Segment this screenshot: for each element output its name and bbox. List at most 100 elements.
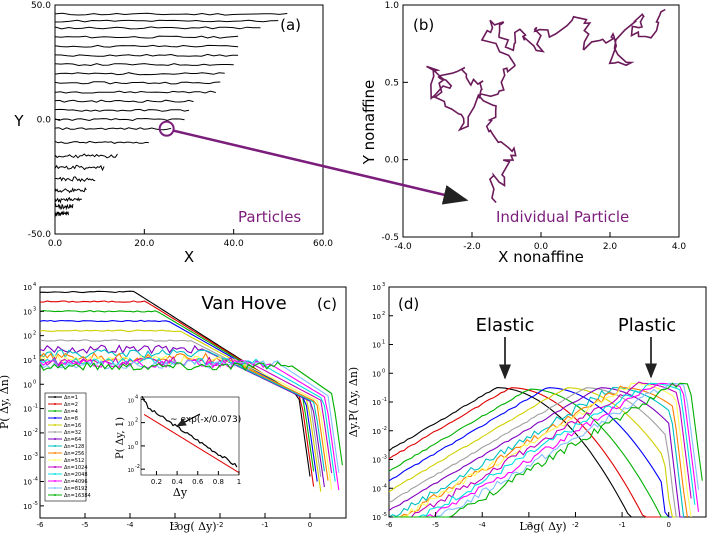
y-tick-label: 10 (372, 370, 381, 378)
x-tick-label: -5 (432, 521, 439, 529)
y-tick-label: 10 (372, 428, 381, 436)
scaled-series-0 (388, 387, 669, 518)
inset-y-tick-exponent: 4 (135, 394, 138, 400)
x-tick-label: -1 (619, 521, 626, 529)
scaled-series-13 (389, 382, 700, 518)
van-hove-series-7 (39, 348, 325, 472)
y-tick-label: 10 (23, 454, 32, 462)
y-tick-exponent: -3 (33, 452, 38, 458)
y-tick-exponent: 3 (382, 282, 385, 288)
legend-marker (54, 452, 56, 454)
y-tick-label: 10 (372, 399, 381, 407)
inset-y-tick-label: 10 (128, 398, 134, 404)
panel-c-ylabel: P( Δy, Δn) (0, 375, 11, 429)
panel-a-xlabel: X (184, 248, 194, 266)
panel-b-x-ticks: -4.0 -2.0 0.0 2.0 4.0 (394, 232, 686, 252)
particle-row-6 (54, 63, 234, 67)
panel-c-label: (c) (317, 295, 337, 313)
y-tick-exponent: 2 (33, 331, 36, 337)
panel-a-particle-rows (54, 12, 288, 217)
scaled-series-2 (388, 388, 673, 518)
van-hove-series-14 (39, 361, 343, 466)
legend-marker (54, 459, 56, 461)
particle-row-16 (54, 164, 105, 172)
y-tick-exponent: -1 (382, 397, 387, 403)
legend-label: Δn=8192 (64, 486, 88, 492)
y-tick-exponent: -5 (382, 512, 387, 518)
particle-row-1 (54, 19, 279, 23)
inset-x-tick-label: 0.8 (213, 478, 224, 486)
y-tick-label: 0.0 (385, 156, 400, 166)
particle-row-14 (54, 140, 149, 144)
panel-a-ylabel: Y (13, 112, 24, 130)
x-tick-label: 0.0 (48, 239, 63, 249)
legend-label: Δn=2 (64, 402, 78, 408)
y-tick-label: 10 (23, 381, 32, 389)
y-tick-label: 10 (23, 333, 32, 341)
y-tick-exponent: -1 (33, 404, 38, 410)
y-tick-exponent: 2 (382, 311, 385, 317)
legend-label: Δn=128 (64, 444, 84, 450)
scaled-series-3 (388, 387, 677, 518)
particle-row-5 (54, 53, 239, 57)
y-tick-label: 1.0 (385, 1, 400, 11)
inset-arrow (176, 413, 201, 427)
panel-b-annotation: Individual Particle (496, 208, 629, 226)
y-tick-exponent: -5 (33, 501, 38, 507)
panel-a-annotation: Particles (238, 208, 301, 226)
y-tick-label: 10 (372, 485, 381, 493)
x-tick-label: -2 (217, 521, 224, 529)
particle-row-19 (54, 196, 83, 204)
y-tick-exponent: -3 (382, 455, 387, 461)
particle-row-21 (54, 210, 69, 217)
y-tick-label: 10 (23, 308, 32, 316)
y-tick-exponent: 1 (33, 355, 36, 361)
panel-d-label: (d) (398, 295, 419, 313)
legend-marker (54, 403, 56, 405)
x-tick-label: -4 (127, 521, 135, 529)
particle-row-9 (54, 90, 216, 94)
y-tick-label: 0.0 (37, 116, 52, 126)
legend-marker (54, 473, 56, 475)
x-tick-label: 0 (666, 521, 670, 529)
scaled-series-1 (388, 387, 673, 518)
panel-d-xlabel: Log( Δy) (519, 520, 566, 533)
x-tick-label: -6 (37, 521, 45, 529)
inset-fit-line (143, 414, 240, 474)
particle-row-17 (54, 176, 96, 183)
van-hove-series-6 (39, 344, 325, 487)
x-tick-label: -4 (479, 521, 487, 529)
plastic-label: Plastic (618, 315, 676, 336)
x-tick-label: 0.0 (534, 242, 549, 252)
particle-row-0 (54, 12, 288, 16)
legend-label: Δn=16 (64, 423, 81, 429)
particle-row-13 (54, 127, 172, 131)
inset-data-line (141, 395, 238, 468)
inset-y-tick-exponent: -2 (135, 464, 140, 470)
inset-y-tick-label: 10 (128, 422, 134, 428)
legend-marker (54, 438, 56, 440)
panel-d-ylabel: Δy.P( Δy, Δn) (347, 367, 360, 437)
panel-c-title: Van Hove (201, 293, 286, 314)
x-tick-label: 60.0 (313, 239, 333, 249)
legend-marker (54, 410, 56, 412)
y-tick-label: 50.0 (31, 1, 51, 11)
panel-a-frame (54, 4, 324, 235)
panel-c-x-ticks: -6 -5 -4 -3 -2 -1 0 (37, 513, 312, 529)
panel-b-ylabel: Y nonaffine (360, 80, 378, 166)
legend-marker (54, 396, 56, 398)
particle-row-18 (54, 186, 87, 194)
van-hove-series-13 (39, 360, 340, 473)
x-tick-label: -1 (262, 521, 269, 529)
particle-row-11 (54, 108, 190, 112)
connector-arrow (173, 129, 469, 205)
legend-marker (54, 431, 56, 433)
legend-label: Δn=256 (64, 451, 84, 457)
elastic-label: Elastic (476, 315, 535, 336)
inset-x-tick-label: 1 (237, 478, 241, 486)
inset-y-tick-label: 10 (128, 468, 134, 474)
y-tick-label: 10 (372, 284, 381, 292)
